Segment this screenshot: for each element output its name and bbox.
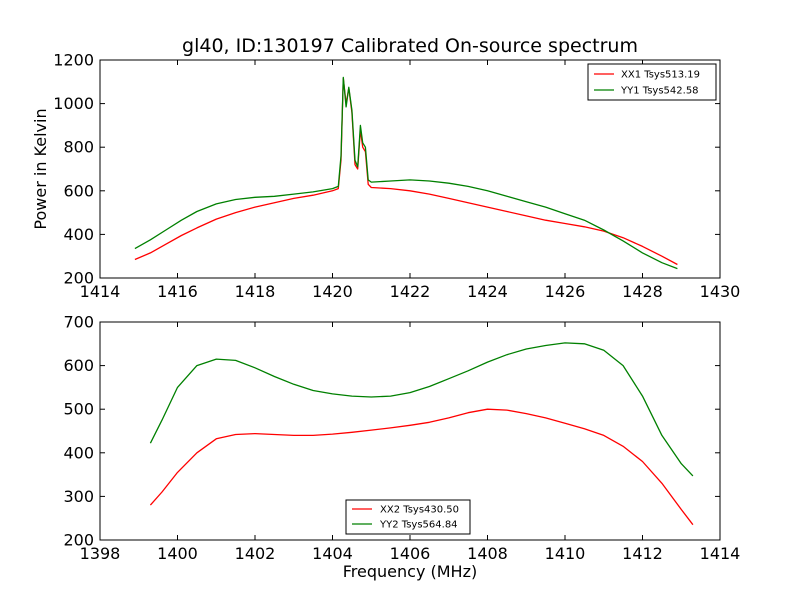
- top-series-lines: [134, 76, 678, 270]
- top-y-tick-label: 200: [63, 269, 94, 288]
- top-x-tick-label: 1420: [312, 282, 353, 301]
- bottom-x-tick-label: 1398: [80, 544, 121, 563]
- top-y-tick-label: 1200: [53, 51, 94, 70]
- bottom-x-tick-label: 1408: [467, 544, 508, 563]
- bottom-series-line-1: [149, 342, 694, 477]
- top-y-tick-label: 1000: [53, 94, 94, 113]
- top-y-tick-label: 600: [63, 181, 94, 200]
- top-ticks: 1414 1416 1418 1420 1422 1424 1426 1428 1430 200 4…: [53, 51, 740, 302]
- legend-label-xx1: XX1 Tsys513.19: [621, 70, 700, 81]
- legend-label-yy2: YY2 Tsys564.84: [379, 520, 458, 531]
- bottom-x-tick-label: 1400: [157, 544, 198, 563]
- top-x-tick-label: 1428: [622, 282, 663, 301]
- chart-title: gl40, ID:130197 Calibrated On-source spe…: [182, 35, 638, 57]
- bottom-x-tick-label: 1402: [235, 544, 276, 563]
- bottom-y-tick-label: 200: [63, 531, 94, 550]
- bottom-x-tick-label: 1406: [390, 544, 431, 563]
- bottom-panel: 1398 1400 1402 1404 1406 1408 1410 1412 1414 200 3…: [63, 313, 740, 564]
- y-axis-label: Power in Kelvin: [31, 108, 50, 229]
- top-x-tick-label: 1414: [80, 282, 121, 301]
- bottom-legend: XX2 Tsys430.50 YY2 Tsys564.84: [345, 499, 471, 535]
- top-series-line-1: [134, 76, 678, 270]
- bottom-y-tick-label: 300: [63, 487, 94, 506]
- legend-label-xx2: XX2 Tsys430.50: [380, 505, 459, 516]
- top-legend: XX1 Tsys513.19 YY1 Tsys542.58: [587, 63, 717, 101]
- x-axis-label: Frequency (MHz): [343, 562, 477, 581]
- bottom-x-tick-label: 1414: [700, 544, 741, 563]
- bottom-y-tick-label: 700: [63, 313, 94, 332]
- bottom-ticks: 1398 1400 1402 1404 1406 1408 1410 1412 1414 200 3…: [63, 313, 740, 564]
- top-x-tick-label: 1416: [157, 282, 198, 301]
- bottom-legend-box: [345, 499, 471, 535]
- top-legend-box: [587, 63, 717, 101]
- top-x-tick-label: 1426: [545, 282, 586, 301]
- legend-label-yy1: YY1 Tsys542.58: [620, 86, 699, 97]
- bottom-y-tick-label: 400: [63, 443, 94, 462]
- top-x-tick-label: 1418: [235, 282, 276, 301]
- bottom-x-tick-label: 1404: [312, 544, 353, 563]
- bottom-series-line-0: [149, 408, 694, 526]
- bottom-x-tick-label: 1412: [622, 544, 663, 563]
- bottom-x-tick-label: 1410: [545, 544, 586, 563]
- top-x-tick-label: 1424: [467, 282, 508, 301]
- bottom-series-lines: [149, 342, 694, 526]
- top-y-tick-label: 800: [63, 138, 94, 157]
- bottom-y-tick-label: 600: [63, 356, 94, 375]
- bottom-y-tick-label: 500: [63, 400, 94, 419]
- top-panel: 1414 1416 1418 1420 1422 1424 1426 1428 1430 200 4…: [53, 51, 740, 302]
- top-x-tick-label: 1422: [390, 282, 431, 301]
- top-x-tick-label: 1430: [700, 282, 741, 301]
- top-y-tick-label: 400: [63, 225, 94, 244]
